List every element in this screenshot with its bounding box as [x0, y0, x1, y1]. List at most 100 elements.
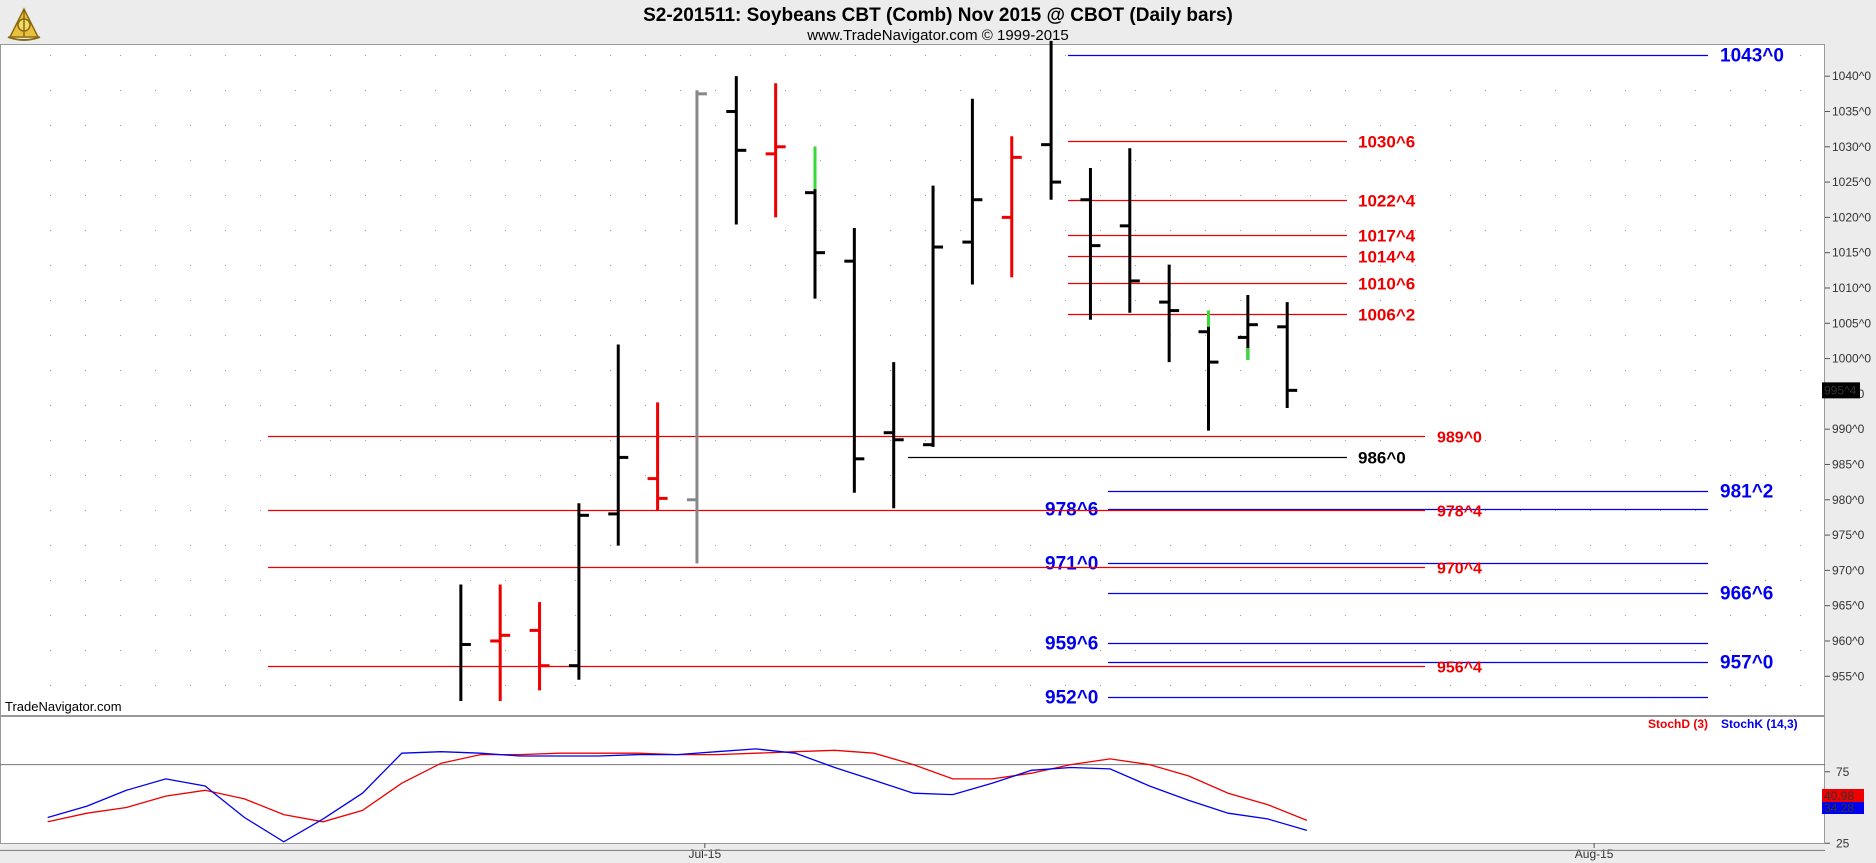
- grid-dot: [1555, 510, 1556, 511]
- grid-dot: [295, 685, 296, 686]
- grid-dot: [50, 265, 51, 266]
- grid-dot: [1240, 475, 1241, 476]
- grid-dot: [1275, 195, 1276, 196]
- grid-dot: [1555, 230, 1556, 231]
- grid-dot: [1135, 230, 1136, 231]
- grid-dot: [1625, 615, 1626, 616]
- grid-dot: [1695, 125, 1696, 126]
- grid-dot: [330, 370, 331, 371]
- grid-dot: [50, 300, 51, 301]
- grid-dot: [1660, 405, 1661, 406]
- grid-dot: [505, 370, 506, 371]
- grid-dot: [295, 160, 296, 161]
- grid-dot: [1345, 580, 1346, 581]
- grid-dot: [435, 265, 436, 266]
- grid-dot: [1415, 230, 1416, 231]
- grid-dot: [575, 405, 576, 406]
- grid-dot: [155, 265, 156, 266]
- grid-dot: [260, 265, 261, 266]
- grid-dot: [1100, 475, 1101, 476]
- grid-dot: [715, 685, 716, 686]
- grid-dot: [1555, 370, 1556, 371]
- grid-dot: [1485, 160, 1486, 161]
- grid-dot: [1100, 580, 1101, 581]
- grid-dot: [435, 55, 436, 56]
- grid-dot: [1135, 160, 1136, 161]
- grid-dot: [330, 125, 331, 126]
- level-label-952^0: 952^0: [1045, 688, 1098, 709]
- grid-dot: [785, 440, 786, 441]
- grid-dot: [575, 580, 576, 581]
- grid-dot: [365, 685, 366, 686]
- grid-dot: [1415, 300, 1416, 301]
- grid-dot: [1450, 545, 1451, 546]
- grid-dot: [1135, 685, 1136, 686]
- grid-dot: [50, 90, 51, 91]
- grid-dot: [1590, 615, 1591, 616]
- grid-dot: [1450, 370, 1451, 371]
- grid-dot: [785, 370, 786, 371]
- grid-dot: [400, 370, 401, 371]
- grid-dot: [610, 615, 611, 616]
- grid-dot: [890, 125, 891, 126]
- grid-dot: [1800, 90, 1801, 91]
- grid-dot: [1135, 650, 1136, 651]
- sextant-logo-icon[interactable]: [7, 7, 41, 41]
- grid-dot: [645, 160, 646, 161]
- grid-dot: [1310, 265, 1311, 266]
- grid-dot: [85, 615, 86, 616]
- price-axis-label: 1025^0: [1832, 175, 1871, 189]
- grid-dot: [1660, 580, 1661, 581]
- grid-dot: [225, 615, 226, 616]
- grid-dot: [50, 55, 51, 56]
- grid-dot: [1170, 475, 1171, 476]
- grid-dot: [1240, 300, 1241, 301]
- grid-dot: [1590, 195, 1591, 196]
- grid-dot: [1660, 265, 1661, 266]
- grid-dot: [610, 475, 611, 476]
- grid-dot: [365, 580, 366, 581]
- grid-dot: [645, 55, 646, 56]
- grid-dot: [1310, 195, 1311, 196]
- grid-dot: [540, 195, 541, 196]
- grid-dot: [1730, 405, 1731, 406]
- grid-dot: [1555, 405, 1556, 406]
- grid-dot: [1275, 370, 1276, 371]
- grid-dot: [1730, 55, 1731, 56]
- grid-dot: [1800, 440, 1801, 441]
- grid-dot: [890, 405, 891, 406]
- grid-dot: [1030, 265, 1031, 266]
- grid-dot: [470, 125, 471, 126]
- level-label-1022^4: 1022^4: [1358, 192, 1416, 211]
- grid-dot: [120, 300, 121, 301]
- grid-dot: [155, 650, 156, 651]
- grid-dot: [435, 545, 436, 546]
- grid-dot: [1205, 405, 1206, 406]
- grid-dot: [785, 475, 786, 476]
- grid-dot: [1800, 125, 1801, 126]
- grid-dot: [85, 580, 86, 581]
- grid-dot: [1520, 405, 1521, 406]
- grid-dot: [1415, 650, 1416, 651]
- grid-dot: [435, 370, 436, 371]
- grid-dot: [540, 370, 541, 371]
- level-label-1010^6: 1010^6: [1358, 275, 1415, 294]
- grid-dot: [1660, 125, 1661, 126]
- grid-dot: [1205, 300, 1206, 301]
- grid-dot: [1170, 370, 1171, 371]
- grid-dot: [1765, 160, 1766, 161]
- grid-dot: [190, 475, 191, 476]
- grid-dot: [120, 160, 121, 161]
- grid-dot: [505, 335, 506, 336]
- grid-dot: [960, 125, 961, 126]
- grid-dot: [1800, 650, 1801, 651]
- grid-dot: [1065, 650, 1066, 651]
- grid-dot: [1800, 475, 1801, 476]
- price-axis-label: 1040^0: [1832, 69, 1871, 83]
- grid-dot: [1555, 685, 1556, 686]
- grid-dot: [1030, 615, 1031, 616]
- grid-dot: [1170, 405, 1171, 406]
- grid-dot: [1590, 545, 1591, 546]
- grid-dot: [925, 545, 926, 546]
- grid-dot: [50, 510, 51, 511]
